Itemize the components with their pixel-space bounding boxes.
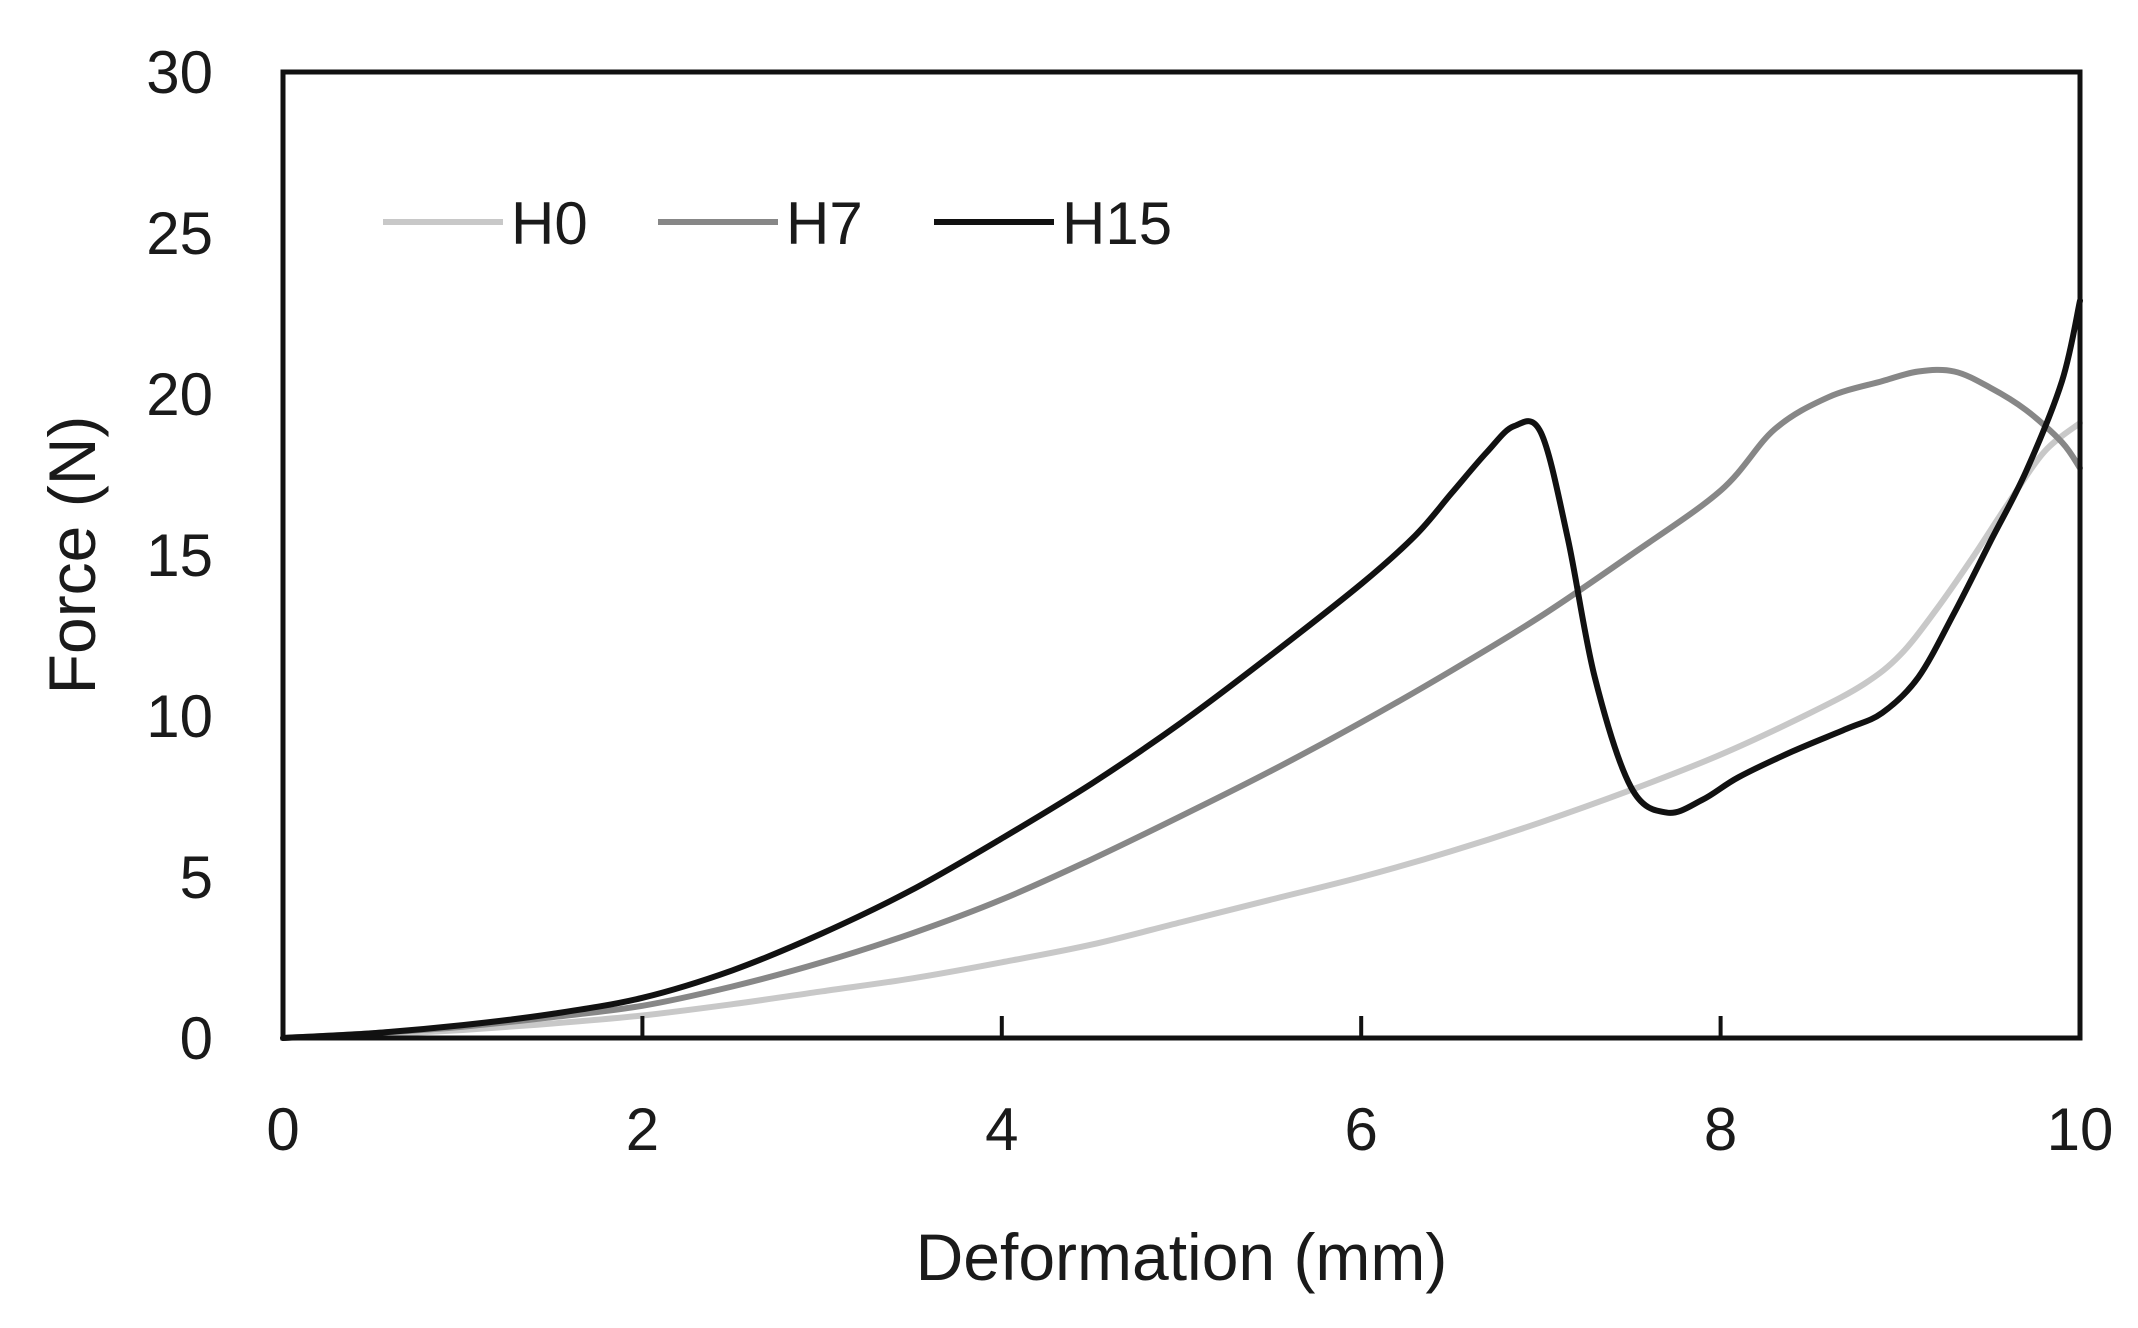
x-tick-label: 2 [626, 1096, 659, 1163]
y-tick-label: 20 [146, 361, 213, 428]
legend-label-h0: H0 [511, 190, 588, 257]
y-tick-label: 25 [146, 200, 213, 267]
y-axis-ticks: 0 5 10 15 20 25 30 [146, 39, 213, 1072]
y-tick-label: 10 [146, 683, 213, 750]
x-axis-ticks: 0 2 4 6 8 10 [266, 1016, 2113, 1163]
series-line-h0 [280, 420, 2083, 1041]
y-tick-label: 5 [180, 844, 213, 911]
x-axis-title: Deformation (mm) [916, 1220, 1448, 1294]
series-layer [280, 297, 2083, 1041]
x-tick-label: 6 [1345, 1096, 1378, 1163]
x-tick-label: 10 [2047, 1096, 2114, 1163]
series-line-h15 [280, 297, 2083, 1041]
y-axis-title: Force (N) [35, 416, 109, 695]
legend-label-h7: H7 [786, 190, 863, 257]
x-tick-label: 4 [985, 1096, 1018, 1163]
x-tick-label: 0 [266, 1096, 299, 1163]
y-tick-label: 0 [180, 1005, 213, 1072]
plot-area-frame [280, 69, 2083, 1041]
legend: H0 H7 H15 [383, 190, 1172, 257]
y-tick-label: 15 [146, 522, 213, 589]
y-tick-label: 30 [146, 39, 213, 106]
legend-label-h15: H15 [1062, 190, 1172, 257]
x-tick-label: 8 [1704, 1096, 1737, 1163]
series-line-h7 [280, 366, 2083, 1041]
